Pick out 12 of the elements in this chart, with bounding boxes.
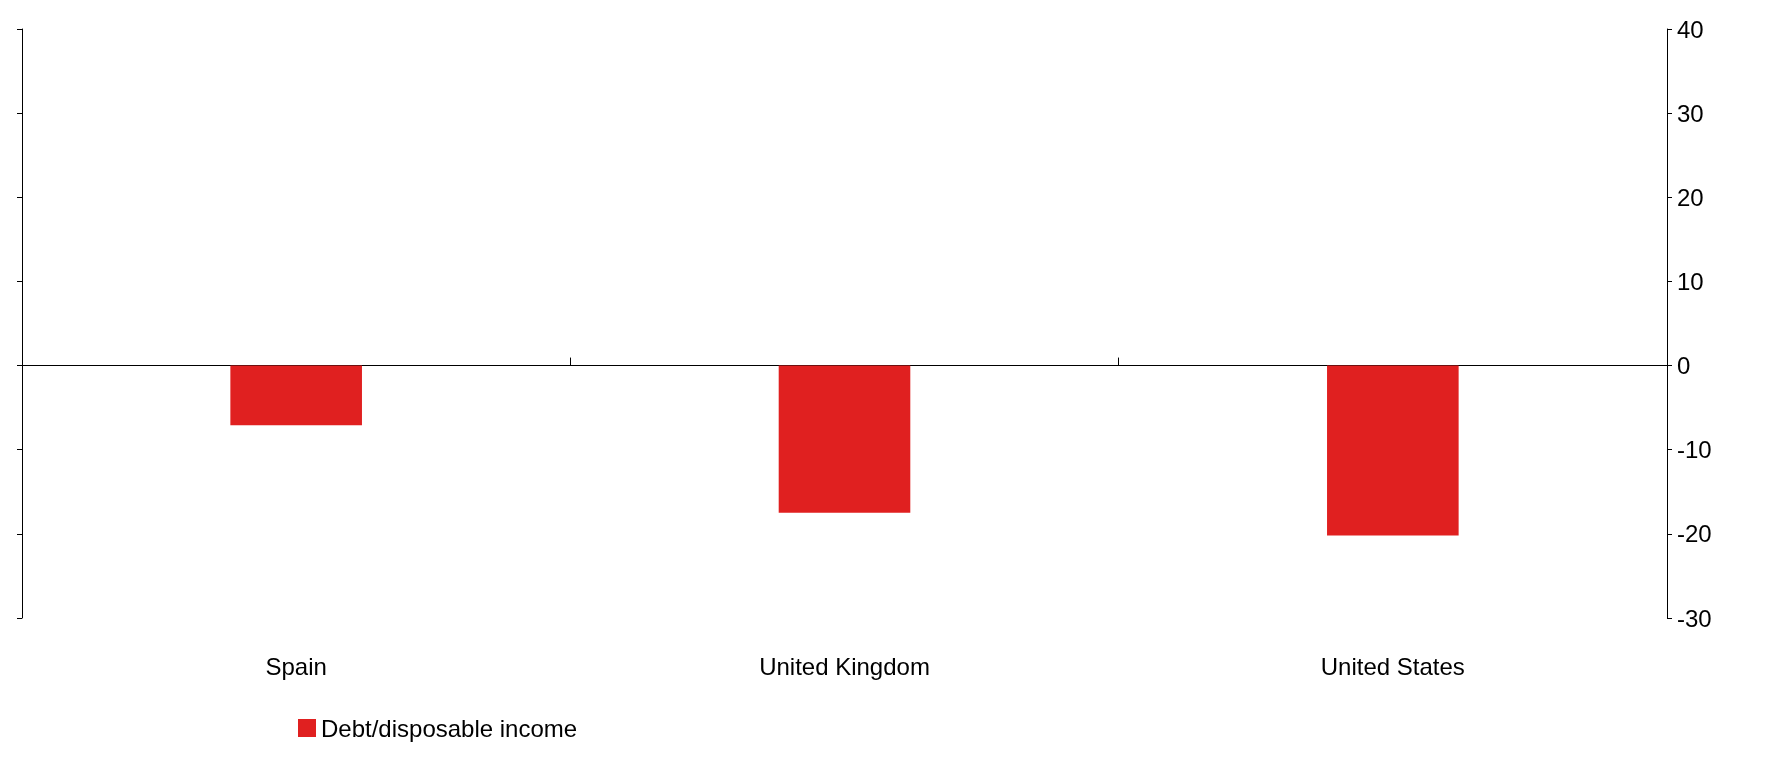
y-tick-label: 20 [1677, 183, 1704, 211]
y-tick-label: -30 [1677, 604, 1712, 632]
x-tick-label: United Kingdom [759, 652, 930, 680]
y-tick-label: 10 [1677, 267, 1704, 295]
y-tick-label: 0 [1677, 352, 1691, 380]
y-tick-label: 30 [1677, 99, 1704, 127]
legend-label: Debt/disposable income [321, 714, 578, 742]
x-tick-label: Spain [265, 652, 327, 680]
y-tick-label: -20 [1677, 520, 1712, 548]
y-tick-label: 40 [1677, 15, 1704, 43]
x-tick-label: United States [1320, 652, 1465, 680]
y-tick-label: -10 [1677, 436, 1712, 464]
